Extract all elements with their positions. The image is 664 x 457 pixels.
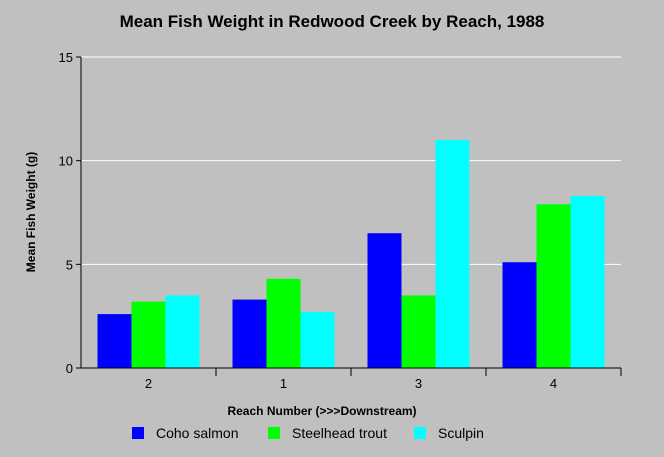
bar-sculpin-4 [570,195,605,368]
legend-item: Coho salmon [132,424,239,442]
y-tick-label: 15 [59,50,73,65]
x-tick-label: 2 [145,376,152,391]
bar-coho-salmon-4 [502,262,537,368]
bar-steelhead-trout-1 [266,278,301,368]
legend-label: Coho salmon [156,425,239,441]
legend-label: Sculpin [438,425,484,441]
x-tick-label: 1 [280,376,287,391]
bar-steelhead-trout-4 [536,204,571,368]
bar-sculpin-2 [165,295,200,368]
bars [97,139,605,368]
bar-steelhead-trout-3 [401,295,436,368]
legend-label: Steelhead trout [292,425,387,441]
x-tick-label: 3 [415,376,422,391]
bar-sculpin-1 [300,312,335,368]
legend: Coho salmon Steelhead trout Sculpin [0,424,664,444]
legend-swatch [268,427,280,439]
chart-title: Mean Fish Weight in Redwood Creek by Rea… [119,12,545,31]
legend-item: Steelhead trout [268,424,387,442]
y-tick-label: 10 [59,154,73,169]
x-axis-title: Reach Number (>>>Downstream) [227,404,416,418]
bar-coho-salmon-1 [232,299,267,368]
x-tick-label: 4 [550,376,557,391]
bar-sculpin-3 [435,139,470,368]
y-tick-label: 0 [66,361,73,376]
axes: 0 5 10 15 2 1 3 4 [59,50,622,391]
bar-coho-salmon-2 [97,314,132,368]
bar-coho-salmon-3 [367,233,402,368]
legend-swatch [132,427,144,439]
y-tick-label: 5 [66,257,73,272]
y-axis-title: Mean Fish Weight (g) [24,152,38,272]
bar-steelhead-trout-2 [131,301,166,368]
legend-swatch [414,427,426,439]
legend-item: Sculpin [414,424,484,442]
